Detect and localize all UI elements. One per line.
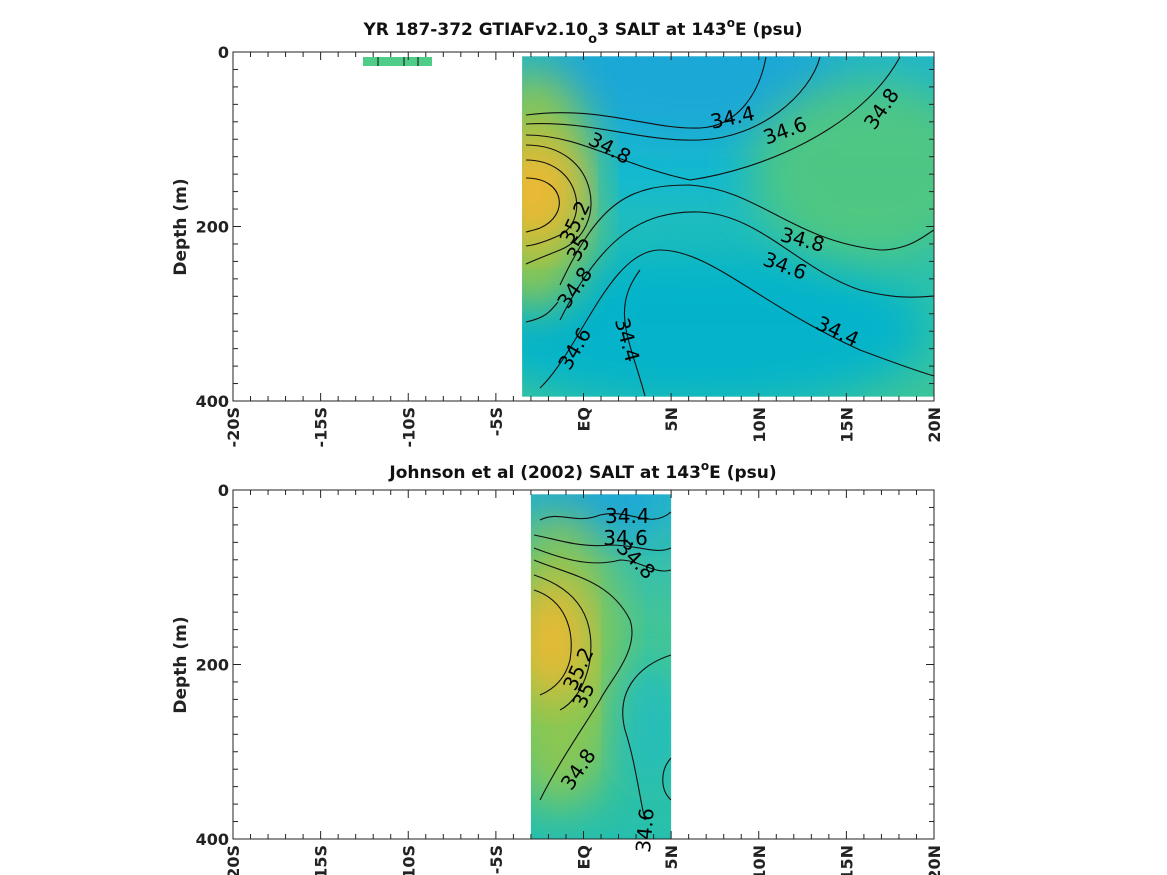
contour-line (533, 559, 633, 801)
x-tick-label: 5N (662, 407, 681, 432)
x-tick-label: 20N (925, 845, 944, 875)
x-tick-label: -5S (487, 407, 506, 436)
axis-ticks: -20S -15S -10S -5S EQ 5N 10N 15N 20N 0 200 400 (196, 481, 944, 875)
salinity-field (363, 56, 934, 397)
y-tick-label: 200 (196, 218, 229, 237)
salinity-max-core (530, 580, 587, 700)
y-tick-label: 0 (218, 43, 229, 62)
east-fresh-blob (615, 650, 672, 790)
x-tick-label: -20S (224, 845, 243, 875)
contour-line (525, 144, 592, 265)
x-tick-label: 5N (662, 845, 681, 870)
contour-line (533, 574, 592, 711)
y-axis-label: Depth (m) (171, 616, 191, 713)
contour-line (539, 511, 672, 521)
x-tick-label: -10S (399, 845, 418, 875)
panel-model: YR 187-372 GTIAFv2.10o3 SALT at 143oE (p… (171, 16, 944, 447)
north-high-blob (750, 80, 934, 260)
contour-line (533, 534, 672, 551)
x-tick-label: -5S (487, 845, 506, 874)
subsurface-fresh-blob (522, 250, 930, 397)
contour-line (622, 654, 672, 821)
chart-title: Johnson et al (2002) SALT at 143oE (psu) (388, 459, 776, 483)
x-tick-label: -15S (312, 407, 331, 447)
salinity-field (530, 494, 672, 839)
y-axis-label: Depth (m) (171, 178, 191, 275)
y-tick-label: 400 (196, 392, 229, 411)
contour-line (533, 589, 572, 696)
y-tick-label: 200 (196, 656, 229, 675)
contour-line (525, 56, 821, 141)
contour-line (559, 211, 934, 321)
x-tick-label: -20S (224, 407, 243, 447)
x-tick-label: 10N (750, 407, 769, 443)
x-tick-label: 15N (837, 407, 856, 443)
contour-line (525, 159, 578, 247)
x-tick-label: 10N (750, 845, 769, 875)
contour-label: 34.6 (603, 526, 648, 550)
x-tick-label: EQ (575, 407, 594, 432)
salinity-max-core (522, 137, 580, 247)
contour-line (525, 56, 767, 129)
contour-line (539, 249, 934, 389)
contour-lines (525, 56, 934, 397)
x-tick-label: 15N (837, 845, 856, 875)
contour-line (533, 547, 672, 572)
contour-label: 34.6 (631, 807, 659, 853)
contour-line (623, 269, 646, 397)
surface-patch (363, 57, 432, 66)
x-tick-label: 20N (925, 407, 944, 443)
surface-fresh-blob (540, 56, 840, 140)
axis-ticks: -20S -15S -10S -5S EQ 5N 10N 15N 20N 0 200 400 (196, 43, 944, 447)
contour-line (525, 301, 559, 323)
y-tick-label: 400 (196, 830, 229, 849)
contour-line (662, 757, 672, 801)
x-tick-label: EQ (575, 845, 594, 870)
y-tick-label: 0 (218, 481, 229, 500)
x-tick-label: -15S (312, 845, 331, 875)
panel-observations: Johnson et al (2002) SALT at 143oE (psu)… (171, 459, 944, 875)
contour-lines (533, 511, 672, 821)
contour-line (559, 184, 934, 286)
chart-title: YR 187-372 GTIAFv2.10o3 SALT at 143oE (p… (363, 16, 803, 47)
contour-line (525, 56, 901, 181)
x-tick-label: -10S (399, 407, 418, 447)
contour-line (525, 177, 560, 233)
contour-label: 34.4 (605, 504, 650, 528)
